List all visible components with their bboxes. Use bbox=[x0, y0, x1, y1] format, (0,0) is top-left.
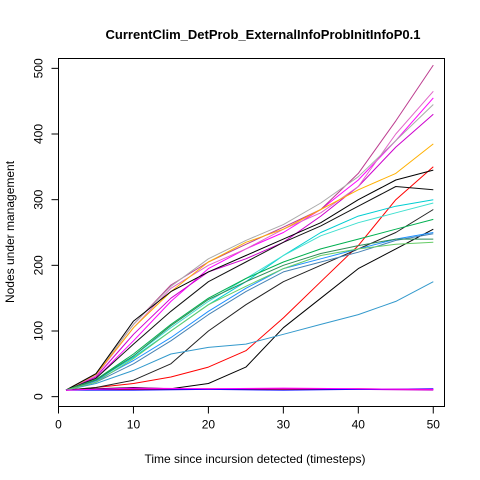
y-tick-label: 0 bbox=[32, 393, 46, 400]
y-axis: 0 100 200 300 400 500 bbox=[32, 58, 59, 400]
x-tick-label: 20 bbox=[202, 418, 216, 432]
chart-title: CurrentClim_DetProb_ExternalInfoProbInit… bbox=[106, 27, 421, 42]
x-tick-label: 10 bbox=[127, 418, 141, 432]
x-tick-label: 50 bbox=[427, 418, 441, 432]
series-line-23 bbox=[65, 387, 434, 391]
series-line-12 bbox=[65, 199, 434, 391]
series-line-8 bbox=[65, 169, 434, 391]
series-line-18 bbox=[65, 238, 434, 391]
series-line-19 bbox=[65, 241, 434, 391]
y-axis-label: Nodes under management bbox=[3, 160, 17, 303]
y-tick-label: 200 bbox=[32, 255, 46, 275]
series-line-16 bbox=[65, 281, 434, 391]
series-line-6 bbox=[65, 104, 434, 391]
x-axis-label: Time since incursion detected (timesteps… bbox=[145, 452, 366, 466]
series-line-15 bbox=[65, 233, 434, 391]
y-tick-label: 400 bbox=[32, 124, 46, 144]
series-line-11 bbox=[65, 228, 434, 391]
series-layer bbox=[65, 64, 434, 391]
x-tick-label: 40 bbox=[352, 418, 366, 432]
series-line-9 bbox=[65, 186, 434, 391]
series-line-17 bbox=[65, 218, 434, 391]
x-tick-label: 30 bbox=[277, 418, 291, 432]
y-tick-label: 300 bbox=[32, 189, 46, 209]
y-tick-label: 500 bbox=[32, 58, 46, 78]
x-tick-label: 0 bbox=[55, 418, 62, 432]
y-tick-label: 100 bbox=[32, 321, 46, 341]
series-line-7 bbox=[65, 143, 434, 391]
series-line-14 bbox=[65, 232, 434, 391]
series-line-1 bbox=[65, 166, 434, 391]
series-line-3 bbox=[65, 113, 434, 391]
x-axis: 0 10 20 30 40 50 bbox=[55, 406, 441, 432]
